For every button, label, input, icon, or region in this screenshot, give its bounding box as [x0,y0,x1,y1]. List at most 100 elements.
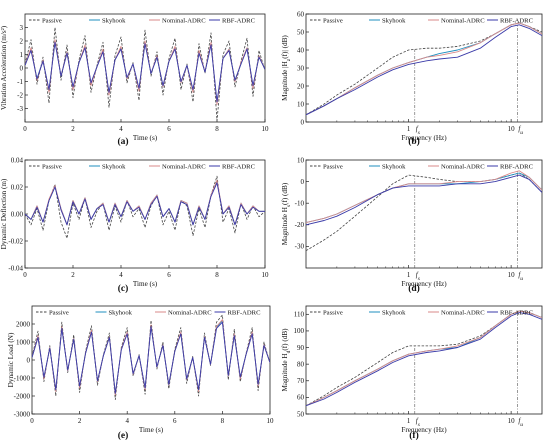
legend-label: Skyhook [102,17,126,24]
plot-frame [305,305,543,415]
y-tick-label: 0.00 [11,210,24,218]
plot-area [306,310,542,407]
series-line-rbf-adrc [25,41,265,103]
legend-label: RBF-ADRC [222,163,256,170]
y-tick-label: -3000 [14,410,31,418]
legend: Passive Skyhook Nominal-ADRC RBF-ADRC [310,309,534,316]
series-line-nominal-adrc [306,170,542,224]
frequency-marker-label: fu [518,417,523,428]
x-tick-label: 10 [508,125,516,133]
series-line-passive [306,310,542,407]
series-line-rbf-adrc [32,321,270,394]
y-tick-label: 2000 [16,320,31,328]
legend-label: Passive [42,17,62,24]
y-tick-label: -1000 [14,374,31,382]
y-tick-label: 40 [297,46,305,54]
x-tick-label: 10 [262,125,270,133]
legend-label: Nominal-ADRC [441,309,485,316]
y-axis-label: Vibration Acceleration (m/s²) [0,25,8,110]
series-line-passive [306,22,542,116]
x-tick-label: 10 [262,271,270,279]
legend-label: Skyhook [109,309,133,316]
series-line-rbf-adrc [25,182,265,226]
y-axis-label: Magnitude Hd(f) (dB) [281,328,292,392]
chart-panel-e: -3000 -2000 -1000 0 1000 2000 0 2 4 6 8 10 Time (s) D… [7,305,274,441]
legend-label: Passive [323,309,343,316]
y-tick-label: 0 [20,64,24,72]
y-axis-label: Magnitude Hs(f) (dB) [281,182,292,245]
legend-label: Skyhook [382,309,406,316]
legend-label: RBF-ADRC [228,309,262,316]
y-tick-label: 0 [301,178,305,186]
y-tick-label: -3 [17,105,23,113]
legend-label: Passive [323,163,343,170]
y-tick-label: 1 [20,51,24,59]
frequency-marker-label: fu [518,125,523,136]
y-tick-label: -2 [17,91,23,99]
legend-label: Nominal-ADRC [162,17,206,24]
y-tick-label: 0.04 [11,156,24,164]
x-tick-label: 8 [215,125,219,133]
x-tick-label: 8 [215,271,219,279]
plot-area [25,27,265,122]
plot-frame [305,159,543,269]
legend: Passive Skyhook Nominal-ADRC RBF-ADRC [36,309,261,316]
panel-label: (d) [408,283,420,294]
legend-label: RBF-ADRC [500,309,534,316]
legend-label: Skyhook [102,163,126,170]
x-tick-label: 10 [508,271,516,279]
plot-area [306,22,542,116]
frequency-marker-label: fs [416,271,420,282]
y-tick-label: -0.04 [8,264,23,272]
y-axis-label: Magnitude |Hz(f)| (dB) [281,35,292,101]
y-tick-label: 0 [301,118,305,126]
legend-label: Nominal-ADRC [162,163,206,170]
y-tick-label: -0.02 [8,237,23,245]
panel-label: (c) [118,283,129,294]
series-line-passive [306,172,542,252]
legend-label: Passive [323,17,343,24]
y-tick-label: 110 [294,311,305,319]
legend-label: Skyhook [382,163,406,170]
series-line-passive [25,27,265,122]
legend-label: Nominal-ADRC [168,309,212,316]
legend: Passive Skyhook Nominal-ADRC RBF-ADRC [29,17,256,24]
series-line-nominal-adrc [306,22,542,116]
y-tick-label: 2 [20,37,24,45]
plot-area [25,175,265,239]
y-tick-label: 60 [297,10,305,18]
x-tick-label: 10 [508,417,516,425]
frequency-marker-label: fu [518,271,523,282]
y-tick-label: 3 [20,24,24,32]
chart-panel-d: -30 -20 -10 0 10 1 10 Frequency (Hz) Magnitude H… [281,156,543,294]
y-tick-label: 0.02 [11,183,24,191]
x-tick-label: 4 [125,417,129,425]
y-tick-label: -1 [17,78,23,86]
series-line-skyhook [306,172,542,224]
series-line-skyhook [306,22,542,116]
legend-label: Passive [49,309,69,316]
legend-label: RBF-ADRC [500,17,534,24]
legend-label: Nominal-ADRC [441,163,485,170]
x-tick-label: 1 [407,125,411,133]
chart-panel-c: -0.04 -0.02 0.00 0.02 0.04 0 2 4 6 8 10 Time (s) Dyn… [0,156,269,294]
legend-label: RBF-ADRC [222,17,256,24]
legend: Passive Skyhook Nominal-ADRC RBF-ADRC [29,163,256,170]
y-axis-label: Dynamic Load (N) [7,332,15,387]
y-tick-label: -10 [295,200,305,208]
x-tick-label: 1 [407,271,411,279]
panel-label: (b) [408,136,420,147]
y-tick-label: 1000 [16,338,31,346]
x-axis-label: Time (s) [139,426,164,434]
plot-area [306,170,542,252]
panel-label: (a) [117,136,128,147]
legend: Passive Skyhook Nominal-ADRC RBF-ADRC [310,163,534,170]
y-tick-label: -30 [295,243,305,251]
series-line-nominal-adrc [25,179,265,226]
x-tick-label: 0 [30,417,34,425]
y-tick-label: 50 [297,410,305,418]
y-tick-label: -20 [295,221,305,229]
series-line-nominal-adrc [306,310,542,407]
